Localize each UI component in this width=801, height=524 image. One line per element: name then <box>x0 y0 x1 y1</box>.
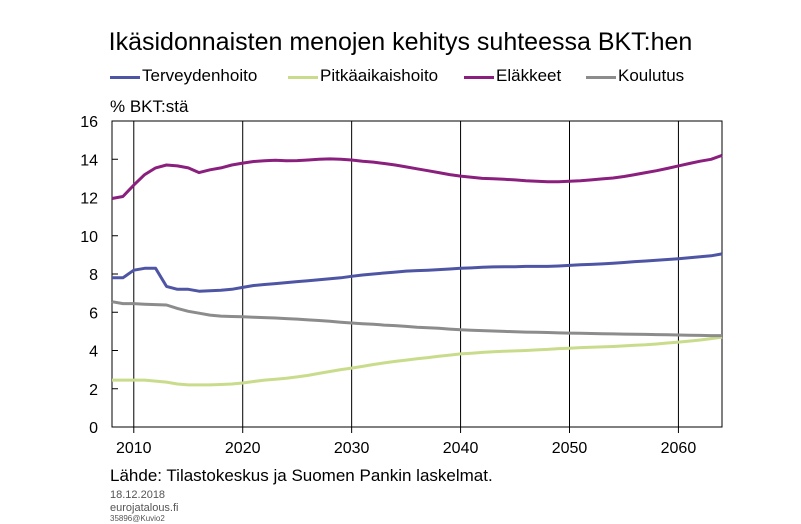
y-tick-label-4: 4 <box>89 344 98 361</box>
legend-swatch-pitkaaikaishoito <box>288 76 318 79</box>
site-name: eurojatalous.fi <box>110 502 179 514</box>
x-tick-label-2030: 2030 <box>334 440 370 457</box>
y-tick-label-16: 16 <box>80 114 98 131</box>
legend-swatch-terveydenhoito <box>110 76 140 79</box>
legend-label-terveydenhoito: Terveydenhoito <box>142 66 258 85</box>
x-tick-label-2050: 2050 <box>552 440 588 457</box>
series-line-koulutus <box>111 300 722 338</box>
y-tick-label-8: 8 <box>89 267 98 284</box>
chart-code: 35896@Kuvio2 <box>110 514 165 523</box>
y-axis-label: % BKT:stä <box>110 97 189 116</box>
legend-label-elakkeet: Eläkkeet <box>496 66 562 85</box>
chart-title: Ikäsidonnaisten menojen kehitys suhteess… <box>108 28 693 56</box>
legend-swatch-elakkeet <box>464 76 494 79</box>
x-tick-label-2060: 2060 <box>661 440 697 457</box>
legend-swatch-koulutus <box>586 76 616 79</box>
x-tick-label-2020: 2020 <box>225 440 261 457</box>
series-line-el-kkeet <box>111 153 723 200</box>
x-tick-label-2040: 2040 <box>443 440 479 457</box>
y-tick-label-10: 10 <box>80 229 98 246</box>
y-tick-label-2: 2 <box>89 382 98 399</box>
source-note: Lähde: Tilastokeskus ja Suomen Pankin la… <box>110 466 493 485</box>
publish-date: 18.12.2018 <box>110 489 166 501</box>
series-line-terveydenhoito <box>112 252 723 293</box>
y-tick-label-14: 14 <box>80 152 98 169</box>
plot-frame <box>111 120 723 428</box>
y-tick-label-12: 12 <box>80 191 98 208</box>
series-line-pitk-aikaishoito <box>112 335 723 387</box>
x-tick-label-2010: 2010 <box>116 440 152 457</box>
legend-label-pitkaaikaishoito: Pitkäaikaishoito <box>320 66 439 85</box>
legend-label-koulutus: Koulutus <box>618 66 685 85</box>
y-tick-label-6: 6 <box>89 305 98 322</box>
y-tick-label-0: 0 <box>89 420 98 437</box>
